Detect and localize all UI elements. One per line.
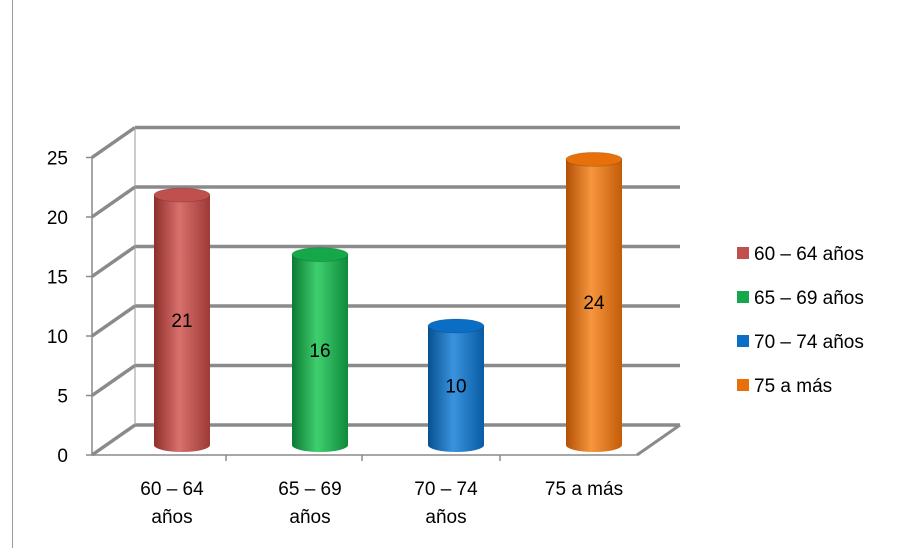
y-tick-label: 20: [47, 208, 68, 229]
data-label: 21: [171, 311, 192, 332]
x-tick-label: 70 – 74: [414, 479, 478, 500]
data-label: 10: [445, 377, 466, 398]
bar-top: [153, 187, 211, 203]
data-label: 16: [309, 341, 330, 362]
bar-top: [565, 151, 623, 167]
bar-top: [291, 247, 349, 263]
bar: [565, 151, 623, 452]
y-tick-label: 10: [47, 327, 68, 348]
y-tick-label: 15: [47, 268, 68, 289]
gridline-depth: [90, 185, 137, 219]
legend-label: 75 a más: [754, 376, 832, 397]
bar-body: [566, 159, 622, 452]
legend-swatch: [737, 379, 749, 391]
bar: [153, 187, 211, 452]
bar: [291, 247, 349, 452]
legend-label: 60 – 64 años: [754, 244, 864, 265]
x-tick-label: años: [151, 507, 192, 528]
legend-swatch: [737, 247, 749, 259]
y-tick-label: 0: [57, 446, 68, 467]
x-tick-label: años: [425, 507, 466, 528]
x-tick-label: 75 a más: [545, 479, 623, 500]
bar-body: [154, 195, 210, 452]
gridline-depth: [90, 245, 137, 278]
bar-body: [428, 326, 484, 452]
y-tick-label: 25: [47, 149, 68, 170]
gridline-depth: [90, 423, 137, 457]
legend-swatch: [737, 291, 749, 303]
page-border-line: [12, 0, 13, 548]
x-tick-label: años: [289, 507, 330, 528]
gridline-depth: [90, 126, 137, 159]
bar-top: [427, 318, 485, 334]
x-tick-label: 65 – 69: [278, 479, 341, 500]
gridline-depth: [90, 364, 137, 397]
data-label: 24: [583, 293, 605, 314]
bar-body: [292, 254, 348, 452]
gridline-depth: [90, 304, 137, 338]
x-tick-label: 60 – 64: [140, 479, 204, 500]
bar: [427, 318, 485, 452]
legend-label: 65 – 69 años: [754, 288, 864, 309]
legend-swatch: [737, 335, 749, 347]
y-tick-label: 5: [57, 387, 68, 408]
legend-label: 70 – 74 años: [754, 332, 864, 353]
floor-edge: [636, 423, 681, 457]
